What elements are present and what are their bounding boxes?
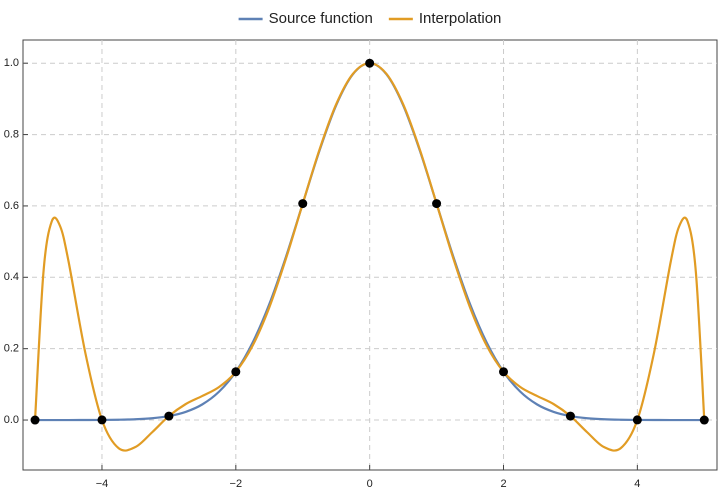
data-point <box>632 415 642 425</box>
data-point <box>164 411 174 421</box>
data-point <box>298 199 308 209</box>
legend-label: Source function <box>269 10 373 27</box>
data-point <box>97 415 107 425</box>
y-tick-label: 0.0 <box>4 414 19 426</box>
y-tick-label: 1.0 <box>4 57 19 69</box>
data-point <box>365 58 375 68</box>
y-tick-label: 0.8 <box>4 128 19 140</box>
data-point <box>432 199 442 209</box>
x-tick-label: −4 <box>96 478 109 490</box>
y-tick-label: 0.4 <box>4 271 19 283</box>
data-point <box>699 415 709 425</box>
x-tick-label: −2 <box>230 478 243 490</box>
x-tick-label: 4 <box>634 478 640 490</box>
data-point <box>499 367 509 377</box>
legend-label: Interpolation <box>419 10 502 27</box>
data-point <box>565 411 575 421</box>
y-tick-label: 0.2 <box>4 343 19 355</box>
data-point <box>231 367 241 377</box>
x-tick-label: 0 <box>367 478 373 490</box>
data-point <box>30 415 40 425</box>
legend: Source function Interpolation <box>238 10 502 27</box>
x-tick-label: 2 <box>500 478 506 490</box>
y-tick-label: 0.6 <box>4 200 19 212</box>
